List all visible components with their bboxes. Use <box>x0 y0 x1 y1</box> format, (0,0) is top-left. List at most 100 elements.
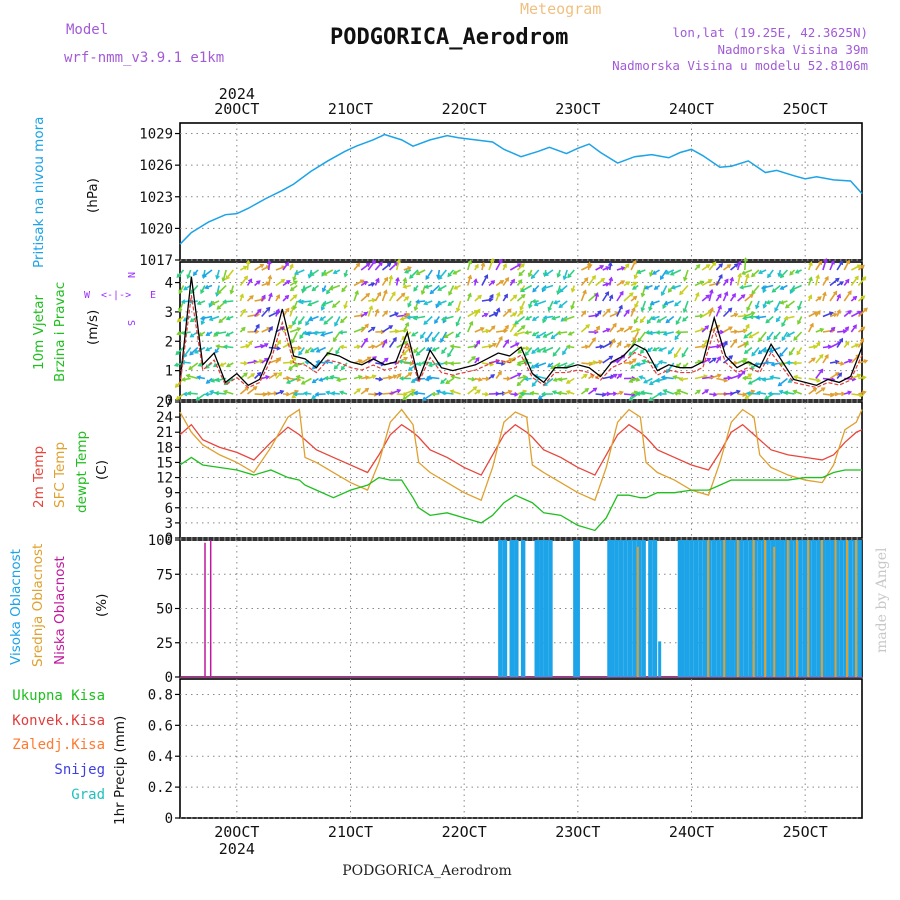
wind-arrow <box>664 300 675 305</box>
wind-arrow <box>381 339 388 348</box>
wind-arrow-head <box>521 325 526 330</box>
wind-arrow-head <box>755 304 760 310</box>
station-title: PODGORICA_Aerodrom <box>330 25 568 50</box>
wind-arrow <box>656 331 667 334</box>
wind-arrow <box>509 263 522 271</box>
wind-arrow-head <box>329 374 335 380</box>
wind-arrow <box>374 261 383 271</box>
wind-arrow <box>543 377 554 387</box>
y-tick-label: 2 <box>165 334 173 350</box>
wind-arrow-head <box>519 391 524 397</box>
wind-arrow-head <box>852 295 858 301</box>
wind-arrow-head <box>473 278 478 283</box>
wind-arrow-head <box>648 396 653 401</box>
wind-arrow-head <box>199 315 205 321</box>
wind-arrow <box>186 269 192 279</box>
wind-arrow-head <box>335 350 340 355</box>
wind-arrow-head <box>727 307 733 312</box>
wind-arrow <box>516 294 526 302</box>
wind-arrow-head <box>533 301 539 307</box>
wind-arrow-head <box>202 273 207 278</box>
wind-arrow <box>674 331 682 340</box>
wind-arrow-head <box>705 264 711 269</box>
cloud-bar <box>548 540 553 677</box>
wind-arrow <box>670 269 682 276</box>
wind-arrow-head <box>667 350 673 355</box>
wind-arrow-head <box>496 291 501 297</box>
wind-arrow-head <box>413 306 419 312</box>
wind-arrow <box>495 259 503 271</box>
wind-arrow <box>581 362 593 365</box>
wind-arrow-head <box>788 351 793 356</box>
y-tick-label: 0.2 <box>148 780 173 796</box>
wind-arrow-head <box>835 372 840 377</box>
cloud-bar <box>845 540 848 677</box>
wind-arrow <box>580 324 590 333</box>
wind-arrow-head <box>265 375 270 380</box>
wind-arrow-head <box>268 325 273 331</box>
wind-arrow-head <box>186 274 191 280</box>
wind-arrow <box>474 294 482 302</box>
wind-arrow <box>645 284 653 290</box>
cloud-bar <box>857 540 862 677</box>
wind-arrow-head <box>298 299 304 305</box>
y-tick-label: 18 <box>156 440 173 456</box>
wind-arrow-head <box>838 337 844 343</box>
wind-arrow <box>334 316 341 327</box>
wind-arrow <box>403 322 409 333</box>
wind-arrow <box>630 260 637 271</box>
wind-arrow <box>253 324 260 333</box>
wind-arrow <box>637 331 646 342</box>
wind-arrow <box>751 269 760 278</box>
wind-arrow <box>780 284 788 290</box>
wind-arrow <box>215 392 227 395</box>
wind-arrow-head <box>320 302 326 307</box>
wind-arrow <box>609 338 616 348</box>
wind-arrow-head <box>829 311 834 316</box>
wind-arrow-head <box>455 307 461 313</box>
wind-arrow-head <box>860 326 866 331</box>
cloud-bar <box>807 540 810 677</box>
wind-arrow <box>402 346 412 356</box>
wind-arrow-head <box>256 371 262 377</box>
wind-arrow-head <box>551 315 556 321</box>
wind-arrow <box>616 291 624 302</box>
wind-arrow-head <box>595 325 600 331</box>
cloud-bar <box>820 540 826 677</box>
wind-arrow <box>399 360 411 364</box>
wind-arrow <box>829 291 838 302</box>
wind-arrow-head <box>241 326 246 332</box>
wind-arrow <box>630 328 640 333</box>
cloud-bar <box>766 540 771 677</box>
wind-arrow <box>556 285 561 295</box>
cloud-bar <box>707 540 712 677</box>
wind-arrow-head <box>388 325 394 330</box>
wind-arrow-head <box>367 356 372 361</box>
wind-arrow <box>746 300 753 311</box>
wind-arrow <box>649 393 660 401</box>
wind-arrow-head <box>604 291 610 296</box>
wind-arrow-head <box>406 315 411 320</box>
wind-arrow <box>857 307 868 318</box>
temp-series-line <box>179 456 862 532</box>
wind-arrow <box>186 374 198 380</box>
wind-arrow-head <box>550 365 555 370</box>
wind-arrow-head <box>695 291 700 297</box>
wind-arrow-head <box>280 278 286 284</box>
wind-arrow-head <box>581 310 587 315</box>
wind-arrow-head <box>411 388 416 394</box>
wind-arrow-head <box>765 319 770 324</box>
wind-arrow-head <box>213 331 219 336</box>
wind-arrow-head <box>839 281 845 286</box>
wind-arrow-head <box>557 390 562 396</box>
wind-arrow-head <box>565 344 571 350</box>
wind-arrow-head <box>819 327 825 333</box>
wind-arrow <box>268 275 272 286</box>
wind-arrow-head <box>744 273 750 278</box>
wind-arrow <box>403 389 416 395</box>
wind-arrow <box>715 293 722 302</box>
cloud-bar <box>636 540 642 677</box>
wind-arrow <box>519 300 526 310</box>
wind-arrow <box>481 362 494 366</box>
wind-arrow-head <box>374 308 380 314</box>
